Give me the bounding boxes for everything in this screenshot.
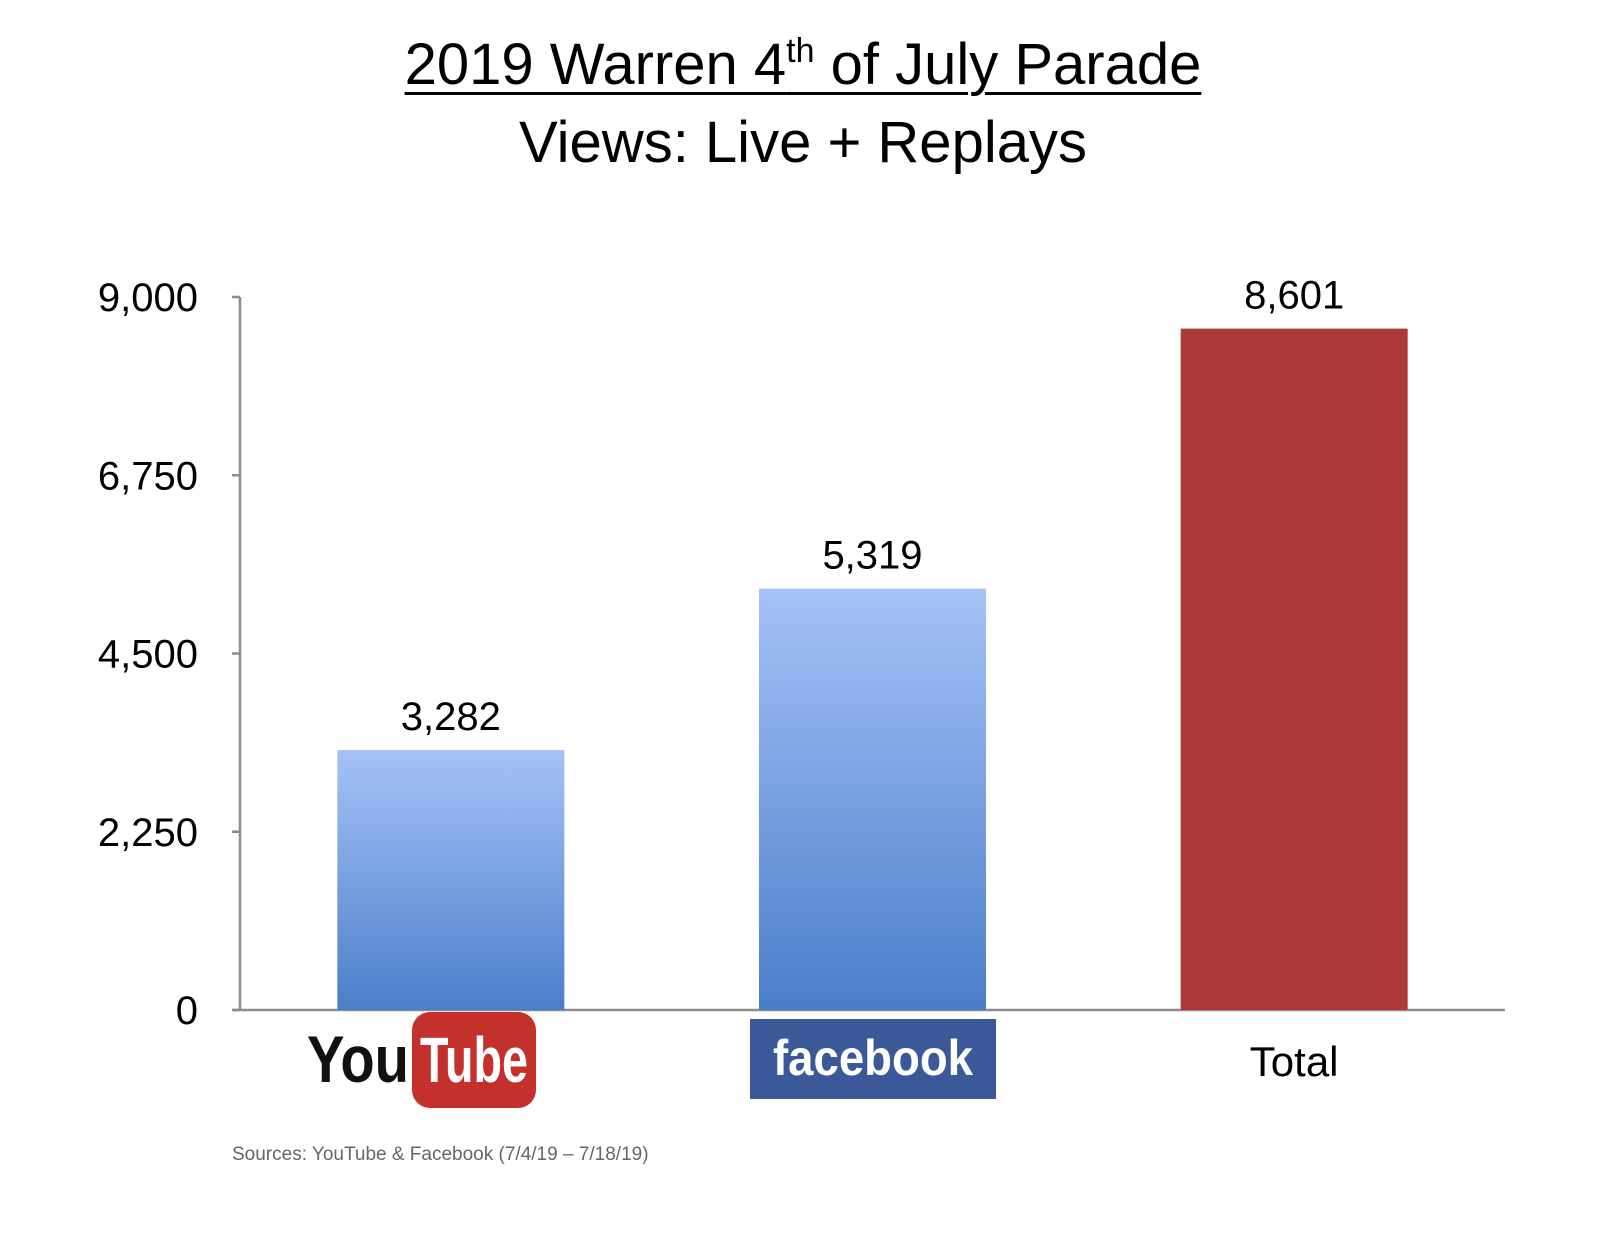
- chart-labels: 3,282 5,319 8,601 Total: [401, 274, 1344, 1085]
- source-note: Sources: YouTube & Facebook (7/4/19 – 7/…: [232, 1144, 649, 1165]
- y-tick-label: 2,250: [98, 811, 198, 855]
- facebook-logo: facebook: [750, 1019, 996, 1099]
- youtube-logo-tube: Tube: [420, 1024, 528, 1096]
- chart-title: 2019 Warren 4th of July Parade: [0, 26, 1606, 104]
- y-tick-label: 0: [176, 989, 198, 1033]
- x-category-label: Total: [1250, 1038, 1339, 1085]
- bar-value-label: 8,601: [1244, 274, 1344, 318]
- y-tick-label: 6,750: [98, 454, 198, 498]
- youtube-logo: You Tube: [307, 1012, 536, 1108]
- facebook-logo-box: [750, 1019, 996, 1099]
- chart-subtitle: Views: Live + Replays: [519, 110, 1087, 175]
- bar-value-label: 5,319: [822, 534, 922, 578]
- bar: [1180, 328, 1408, 1010]
- bar: [337, 749, 565, 1010]
- facebook-logo-text: facebook: [773, 1030, 973, 1086]
- y-tick-label: 4,500: [98, 633, 198, 677]
- chart-title-superscript: th: [786, 32, 815, 70]
- youtube-logo-you: You: [307, 1022, 409, 1096]
- chart-bars: [337, 328, 1408, 1010]
- chart-title-text: 2019 Warren 4th of July Parade: [405, 32, 1202, 97]
- chart-title-block: 2019 Warren 4th of July Parade Views: Li…: [0, 26, 1606, 182]
- bar-value-label: 3,282: [401, 695, 501, 739]
- chart-title-suffix: of July Parade: [814, 32, 1202, 97]
- chart-title-prefix: 2019 Warren 4: [404, 32, 787, 97]
- bar: [759, 588, 986, 1010]
- y-tick-label: 9,000: [98, 276, 198, 320]
- youtube-logo-box: [412, 1012, 536, 1108]
